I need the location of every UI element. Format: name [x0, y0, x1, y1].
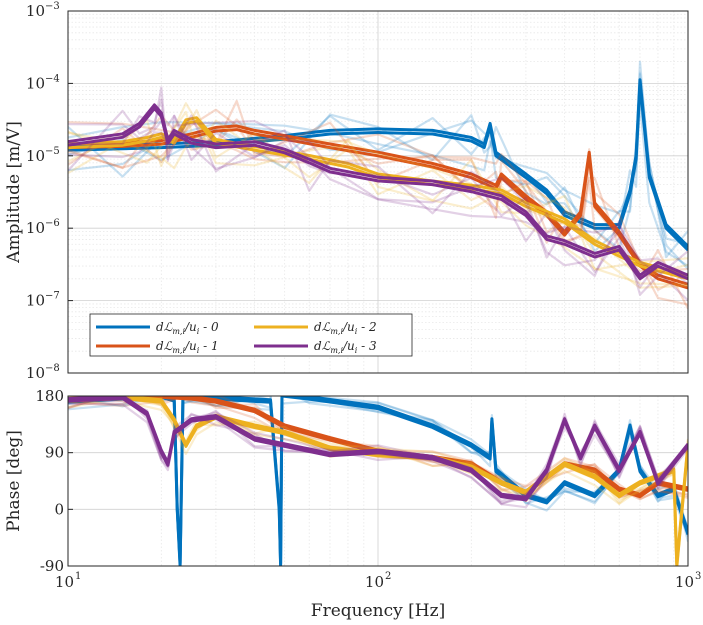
legend-box [89, 313, 413, 357]
amp-ytick-label: 10 [26, 2, 45, 20]
amp-series-0-group [68, 60, 688, 270]
amp-series-group [68, 60, 688, 310]
amp-series-2-group [68, 102, 688, 289]
amp-series-0-line [68, 78, 688, 248]
legend-entry-1-sub2: i [197, 346, 200, 355]
amp-ytick-base: 10 [26, 219, 45, 237]
legend-entry-3-sub: m,i [330, 346, 343, 355]
legend-entry-3-suffix: - 3 [357, 339, 377, 353]
legend-entry-1-div: /u [184, 339, 197, 353]
phase-series-0-line [68, 396, 688, 565]
legend-entry-0-label: dℒm,i/ui - 0 [156, 320, 219, 336]
legend-entry-2-main: dℒ [314, 320, 331, 334]
amp-ytick-exp: −8 [45, 363, 60, 374]
amp-ytick-exp: −4 [45, 73, 60, 84]
phase-xtick-label: 10 [675, 573, 694, 591]
legend-entry-0-sub: m,i [172, 327, 185, 336]
amp-ytick-exp: −6 [45, 218, 60, 229]
legend-entry-2-suffix: - 2 [357, 320, 376, 334]
legend-entry-0-sub2: i [197, 327, 200, 336]
amp-ytick-base: 10 [26, 364, 45, 382]
amp-series-2-faint-line [68, 102, 688, 289]
phase-ytick-label: 90 [45, 444, 64, 462]
amp-ylabel: Amplitude [m/V] [4, 121, 24, 264]
phase-series-0-group [68, 396, 688, 566]
phase-series-group [68, 396, 688, 566]
legend-entry-2-sub: m,i [330, 327, 343, 336]
amp-ytick-exp: −3 [45, 1, 60, 12]
phase-xtick-exp: 3 [695, 571, 701, 582]
phase-series-1-faint-line [68, 396, 688, 502]
legend-entry-1-label: dℒm,i/ui - 1 [156, 339, 219, 355]
legend-entry-3-main: dℒ [314, 339, 331, 353]
legend-entry-3-sub2: i [355, 346, 358, 355]
amp-series-1-line [68, 124, 688, 286]
amp-ytick-label: 10 [26, 74, 45, 92]
amp-series-1-faint-line [68, 108, 688, 306]
legend-entry-0-suffix: - 0 [199, 320, 219, 334]
amp-ytick-label: 10 [26, 219, 45, 237]
legend-entry-1-main: dℒ [156, 339, 173, 353]
phase-xtick-exp: 2 [385, 571, 391, 582]
amp-ytick-base: 10 [26, 74, 45, 92]
amp-series-1-line [68, 128, 688, 290]
amp-ytick-label: 10 [26, 364, 45, 382]
amp-series-2-line [68, 119, 688, 281]
amp-ytick-base: 10 [26, 147, 45, 165]
amp-series-3-line [68, 103, 688, 277]
amp-axes-frame [67, 10, 689, 374]
amp-series-2-line [68, 116, 688, 277]
phase-axes-frame [67, 395, 689, 567]
phase-series-2-faint-line [68, 396, 688, 566]
amp-ytick-label: 10 [26, 147, 45, 165]
amp-series-1-faint-line [68, 121, 688, 273]
amp-series-3-group [68, 86, 688, 302]
amp-ytick-label: 10 [26, 292, 45, 310]
phase-ytick-label: 180 [35, 387, 64, 405]
phase-series-3-line [68, 396, 688, 499]
legend-entry-2-label: dℒm,i/ui - 2 [314, 320, 377, 336]
amp-series-3-faint-line [68, 86, 688, 296]
amp-series-3-faint-line [68, 119, 688, 285]
phase-ytick-label: 0 [54, 500, 64, 518]
amp-ytick-base: 10 [26, 2, 45, 20]
phase-xtick-label: 10 [365, 573, 384, 591]
legend-entry-2-sub2: i [355, 327, 358, 336]
phase-xtick-label: 10 [55, 573, 74, 591]
legend-entry-2-div: /u [342, 320, 355, 334]
amp-ytick-exp: −5 [45, 146, 60, 157]
legend-entry-1-sub: m,i [172, 346, 185, 355]
phase-ytick-label: -90 [40, 557, 64, 575]
amp-ytick-exp: −7 [45, 291, 60, 302]
phase-ylabel: Phase [deg] [4, 430, 24, 532]
legend-entry-3-div: /u [342, 339, 355, 353]
phase-xlabel: Frequency [Hz] [311, 601, 445, 621]
legend-entry-0-main: dℒ [156, 320, 173, 334]
legend-entry-3-label: dℒm,i/ui - 3 [314, 339, 377, 355]
legend-entry-1-suffix: - 1 [199, 339, 218, 353]
phase-xtick-exp: 1 [75, 571, 81, 582]
amp-series-2-faint-line [68, 110, 688, 271]
legend-entry-0-div: /u [184, 320, 197, 334]
amp-ytick-base: 10 [26, 292, 45, 310]
phase-series-3-group [68, 396, 688, 509]
